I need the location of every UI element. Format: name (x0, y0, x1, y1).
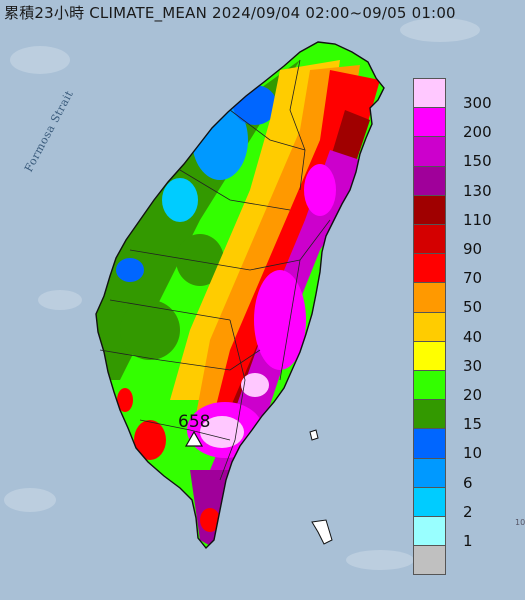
orchid-island (311, 519, 333, 545)
legend-label: 1 (463, 532, 473, 550)
county-boundaries (99, 59, 331, 481)
legend-label: 50 (463, 298, 483, 317)
legend-label: 110 (463, 210, 492, 229)
legend-label: 10 (463, 444, 483, 463)
legend-label: 130 (463, 181, 492, 200)
legend-label: 200 (463, 123, 492, 142)
cloud-texture (4, 18, 480, 570)
legend-swatch (413, 136, 446, 167)
legend-swatch (413, 224, 446, 255)
legend-label: 300 (463, 94, 492, 112)
legend-swatch (413, 253, 446, 284)
legend-swatch (413, 282, 446, 313)
legend-label: 150 (463, 152, 492, 171)
max-value-label: 658 (178, 412, 211, 432)
legend-swatch (413, 340, 446, 371)
legend-label: 70 (463, 269, 483, 288)
legend-label: 15 (463, 415, 483, 434)
legend-label: 6 (463, 473, 473, 492)
legend-swatch (413, 486, 446, 517)
triangle-marker-icon (184, 430, 204, 447)
legend-swatch (413, 194, 446, 225)
legend-swatch (413, 428, 446, 459)
green-island (309, 429, 319, 441)
edge-text: 10 (515, 518, 525, 527)
legend-swatch (413, 516, 446, 547)
legend-swatch (413, 311, 446, 342)
legend-label: 30 (463, 356, 483, 375)
legend-swatch (413, 545, 446, 576)
legend-swatch (413, 457, 446, 488)
legend-label: 40 (463, 327, 483, 346)
legend-label: 20 (463, 386, 483, 404)
legend-label: 90 (463, 240, 483, 258)
legend-swatch (413, 107, 446, 138)
legend-swatch (413, 165, 446, 196)
legend-label: 2 (463, 502, 473, 521)
legend-swatch (413, 78, 446, 109)
map-title: 累積23小時 CLIMATE_MEAN 2024/09/04 02:00~09/… (4, 4, 456, 22)
legend-swatch (413, 399, 446, 430)
legend-swatch (413, 370, 446, 401)
